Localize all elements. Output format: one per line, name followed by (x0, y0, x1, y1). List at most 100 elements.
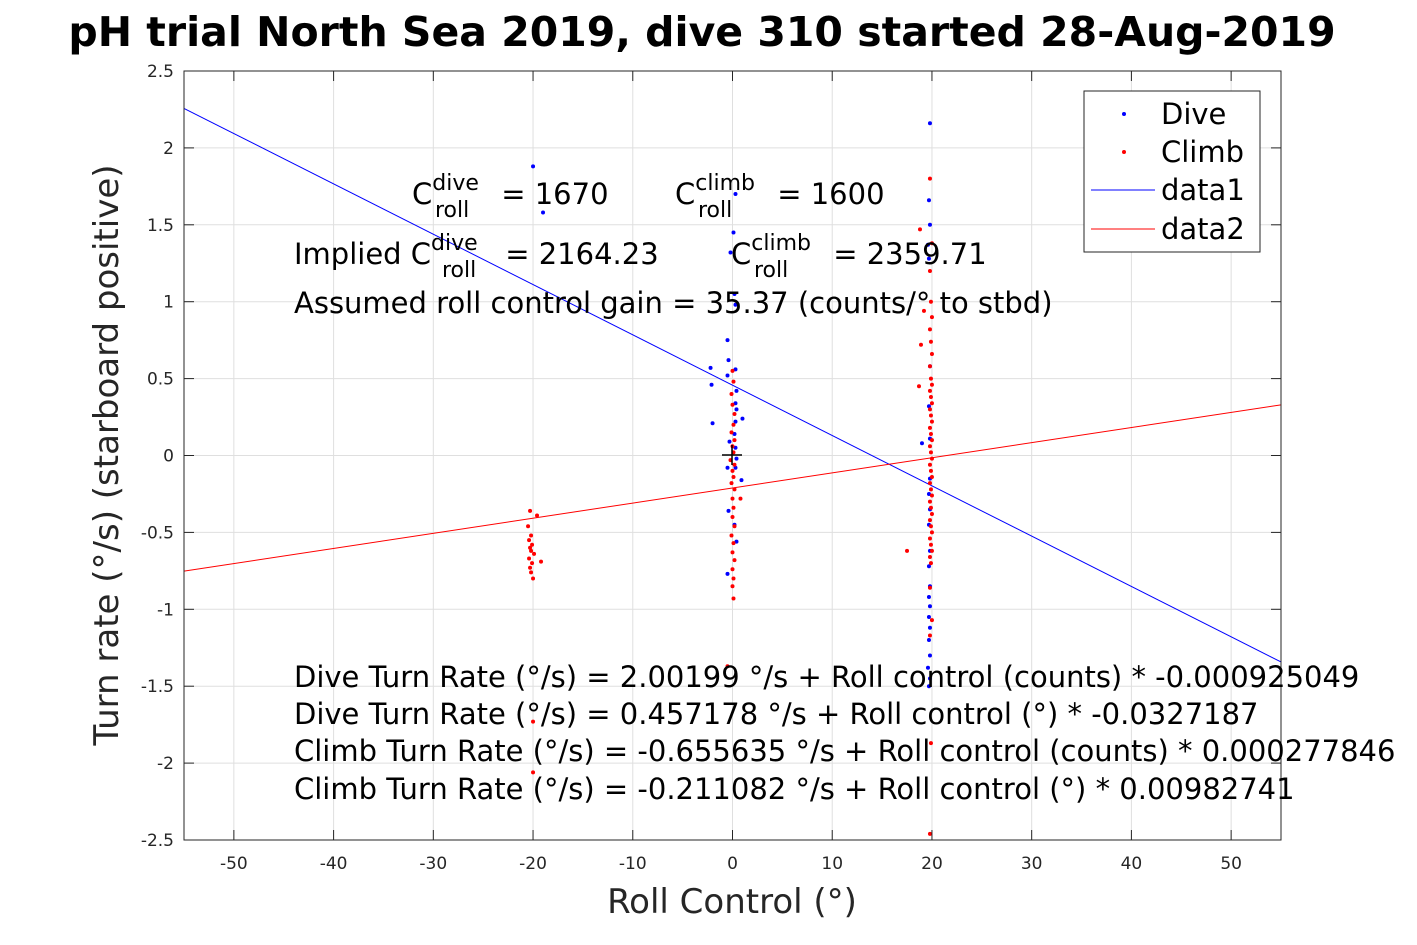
point-climb (531, 576, 536, 581)
point-climb (927, 364, 932, 369)
point-climb (929, 618, 934, 623)
point-dive (725, 465, 730, 470)
y-tick-label: -2.5 (141, 831, 174, 851)
point-dive (541, 210, 546, 215)
point-climb (539, 559, 544, 564)
point-climb (928, 741, 933, 746)
point-climb (729, 533, 734, 538)
point-dive (733, 192, 738, 197)
y-tick-label: 2 (163, 139, 174, 159)
y-tick-label: 0.5 (147, 370, 174, 390)
y-tick-label: -1.5 (141, 677, 174, 697)
c-roll-climb-annotation: Cclimb roll = 1600 (675, 171, 885, 223)
point-climb (730, 496, 735, 501)
point-climb (927, 327, 932, 332)
c-climb-value: = 1600 (768, 177, 885, 211)
y-tick-label: 1.5 (147, 216, 174, 236)
point-dive (726, 358, 731, 363)
point-dive (725, 338, 730, 343)
chart-title: pH trial North Sea 2019, dive 310 starte… (68, 8, 1335, 56)
x-tick-label: 20 (921, 854, 943, 874)
point-climb (732, 558, 737, 563)
point-dive (927, 604, 932, 609)
c-dive-base: C (412, 177, 432, 211)
point-dive (531, 164, 536, 169)
x-tick-label: -30 (419, 854, 447, 874)
equation-climb-degrees: Climb Turn Rate (°/s) = -0.211082 °/s + … (294, 772, 1295, 806)
point-climb (927, 407, 932, 412)
equation-climb-counts: Climb Turn Rate (°/s) = -0.655635 °/s + … (294, 734, 1395, 768)
c-climb-sub: roll (698, 198, 732, 223)
point-climb (731, 541, 736, 546)
implied-climb-base: C (731, 237, 751, 271)
x-tick-label: -40 (320, 854, 348, 874)
y-tick-label: 0 (163, 447, 174, 467)
c-dive-sup: dive (432, 171, 479, 196)
point-dive (725, 571, 730, 576)
point-climb (918, 342, 923, 347)
implied-climb-value: = 2359.71 (824, 237, 987, 271)
x-tick-label: 10 (821, 854, 843, 874)
point-climb (732, 462, 737, 467)
legend: Dive Climb data1 data2 (1083, 90, 1261, 253)
point-climb (738, 496, 743, 501)
point-climb (731, 422, 736, 427)
point-climb (929, 438, 934, 443)
fit-lines (184, 107, 1281, 663)
point-dive (732, 292, 737, 297)
point-climb (929, 419, 934, 424)
implied-climb-sup: climb (751, 231, 811, 256)
point-climb (928, 487, 933, 492)
origin-cross-marker (722, 445, 742, 465)
point-dive (733, 465, 738, 470)
y-tick-label: -0.5 (141, 523, 174, 543)
point-dive (739, 478, 744, 483)
point-dive (733, 367, 738, 372)
point-climb (929, 511, 934, 516)
point-climb (928, 542, 933, 547)
point-climb (929, 315, 934, 320)
point-dive (734, 407, 739, 412)
point-climb (732, 524, 737, 529)
x-tick-label: 0 (727, 854, 738, 874)
point-dive (734, 388, 739, 393)
point-dive (926, 638, 931, 643)
point-climb (927, 462, 932, 467)
point-dive (728, 250, 733, 255)
point-dive (733, 401, 738, 406)
point-dive (926, 404, 931, 409)
implied-dive-sup: dive (431, 231, 478, 256)
point-climb (730, 550, 735, 555)
point-dive (925, 665, 930, 670)
point-climb (927, 176, 932, 181)
point-climb (526, 524, 531, 529)
point-climb (928, 524, 933, 529)
point-dive (927, 653, 932, 658)
point-climb (729, 430, 734, 435)
point-dive (926, 594, 931, 599)
fit-line-data2 (184, 404, 1281, 572)
point-climb (730, 584, 735, 589)
point-dive (733, 302, 738, 307)
point-dive (733, 419, 738, 424)
point-climb (928, 339, 933, 344)
point-climb (927, 831, 932, 836)
point-climb (927, 388, 932, 393)
x-tick-label: -50 (220, 854, 248, 874)
point-climb (929, 401, 934, 406)
implied-climb-sub: roll (754, 258, 788, 283)
point-climb (730, 567, 735, 572)
point-climb (928, 561, 933, 566)
point-climb (729, 391, 734, 396)
point-climb (928, 431, 933, 436)
point-climb (530, 542, 535, 547)
point-climb (916, 384, 921, 389)
point-climb (927, 518, 932, 523)
point-climb (927, 425, 932, 430)
legend-climb-marker (1122, 150, 1126, 154)
point-climb (905, 548, 910, 553)
point-climb (928, 395, 933, 400)
x-tick-label: 50 (1220, 854, 1242, 874)
legend-box (1083, 90, 1261, 253)
